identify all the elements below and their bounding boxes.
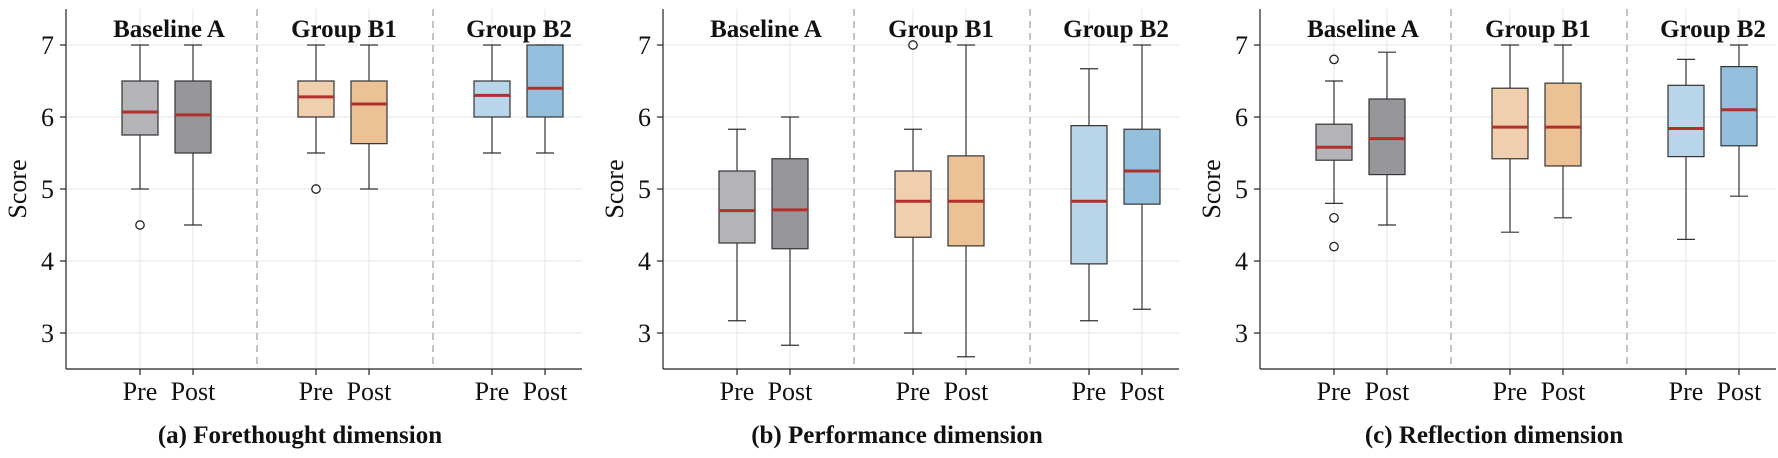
group-label: Group B2	[1660, 16, 1766, 43]
box-1-pre	[718, 128, 756, 322]
group-label: Group B2	[1063, 16, 1169, 43]
iqr-box	[526, 44, 564, 118]
outlier-point	[908, 40, 918, 50]
subcaption: (b) Performance dimension	[751, 422, 1043, 449]
x-tick-label: Pre	[123, 377, 158, 406]
x-tick-label: Pre	[475, 377, 510, 406]
chart-panel-2: 3 4 5 6 7 Score Baseline A Group B1 Group B2 Pre P…	[600, 9, 1179, 449]
chart-panel-3: 3 4 5 6 7 Score Baseline A Group B1 Group B2 Pre P…	[1197, 9, 1776, 449]
iqr-box	[1315, 123, 1353, 161]
x-tick-label: Pre	[1669, 377, 1704, 406]
x-tick-label: Post	[347, 377, 393, 406]
y-tick-label: 7	[638, 31, 651, 60]
box-1-pre	[121, 44, 159, 230]
iqr-box	[297, 80, 335, 118]
x-tick-label: Pre	[299, 377, 334, 406]
y-tick-label: 4	[41, 247, 54, 276]
group-label: Group B1	[888, 16, 994, 43]
iqr-box	[473, 80, 511, 118]
box-2-post	[947, 44, 985, 358]
iqr-box	[1667, 84, 1705, 158]
x-tick-label: Pre	[720, 377, 755, 406]
chart-panel-1: 3 4 5 6 7 Score Baseline A Group B1 Group B2 Pre P…	[3, 9, 582, 449]
box-3-post	[1123, 44, 1161, 310]
x-tick-label: Post	[1541, 377, 1587, 406]
group-label: Group B1	[1485, 16, 1591, 43]
subcaption: (a) Forethought dimension	[158, 422, 442, 449]
y-tick-label: 4	[638, 247, 651, 276]
box-3-pre	[1070, 68, 1108, 322]
y-tick-label: 7	[1235, 31, 1248, 60]
y-tick-label: 5	[638, 175, 651, 204]
iqr-box	[718, 170, 756, 244]
box-2-pre	[1491, 44, 1529, 233]
outlier-point	[1329, 212, 1339, 223]
outlier-point	[1329, 54, 1339, 65]
y-tick-label: 5	[1235, 175, 1248, 204]
iqr-box	[1491, 87, 1529, 160]
y-tick-label: 6	[41, 103, 54, 132]
group-label: Group B1	[291, 16, 397, 43]
y-tick-label: 5	[41, 175, 54, 204]
box-2-pre	[297, 44, 335, 194]
box-3-post	[526, 44, 564, 154]
y-tick-label: 3	[1235, 319, 1248, 348]
x-tick-label: Post	[1717, 377, 1763, 406]
iqr-box	[121, 80, 159, 136]
x-tick-label: Pre	[1493, 377, 1528, 406]
box-1-post	[174, 44, 212, 226]
iqr-box	[1368, 98, 1406, 176]
y-tick-label: 3	[638, 319, 651, 348]
box-1-post	[1368, 51, 1406, 226]
y-tick-label: 6	[1235, 103, 1248, 132]
x-tick-label: Post	[523, 377, 569, 406]
group-label: Baseline A	[1307, 16, 1419, 43]
group-label: Baseline A	[710, 16, 822, 43]
x-tick-label: Post	[944, 377, 990, 406]
box-2-post	[1544, 44, 1582, 219]
iqr-box	[1123, 128, 1161, 205]
iqr-box	[771, 158, 809, 250]
subcaption: (c) Reflection dimension	[1365, 422, 1623, 449]
x-tick-label: Post	[768, 377, 814, 406]
y-axis-label: Score	[600, 159, 629, 218]
box-2-post	[350, 44, 388, 190]
iqr-box	[1544, 82, 1582, 167]
iqr-box	[1070, 125, 1108, 265]
iqr-box	[350, 80, 388, 145]
outlier-point	[311, 184, 321, 194]
iqr-box	[1720, 65, 1758, 147]
x-tick-label: Pre	[1317, 377, 1352, 406]
iqr-box	[894, 170, 932, 238]
box-3-pre	[473, 44, 511, 154]
y-tick-label: 3	[41, 319, 54, 348]
y-axis-label: Score	[1197, 159, 1226, 218]
box-1-post	[771, 116, 809, 346]
x-tick-label: Pre	[896, 377, 931, 406]
x-tick-label: Post	[171, 377, 217, 406]
x-tick-label: Post	[1365, 377, 1411, 406]
box-2-pre	[894, 40, 932, 334]
box-1-pre	[1315, 54, 1353, 252]
y-axis-label: Score	[3, 159, 32, 218]
box-3-post	[1720, 44, 1758, 197]
x-tick-label: Pre	[1072, 377, 1107, 406]
x-tick-label: Post	[1120, 377, 1166, 406]
y-tick-label: 4	[1235, 247, 1248, 276]
outlier-point	[1329, 241, 1339, 252]
group-label: Group B2	[466, 16, 572, 43]
y-tick-label: 6	[638, 103, 651, 132]
box-3-pre	[1667, 58, 1705, 240]
group-label: Baseline A	[113, 16, 225, 43]
outlier-point	[135, 220, 145, 230]
y-tick-label: 7	[41, 31, 54, 60]
iqr-box	[174, 80, 212, 154]
